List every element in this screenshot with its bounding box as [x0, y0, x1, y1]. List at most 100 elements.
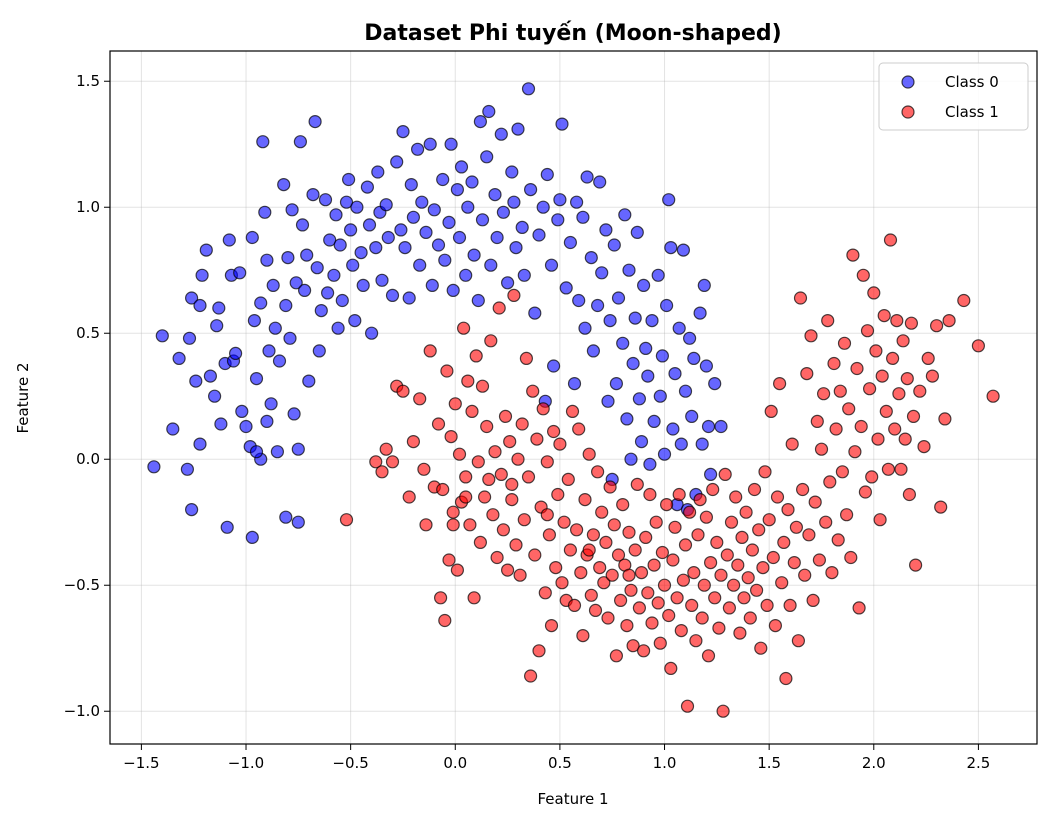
data-point-class-0	[212, 301, 226, 315]
data-point-class-1	[546, 424, 561, 439]
data-point-class-0	[528, 306, 542, 320]
data-point-class-0	[425, 278, 439, 292]
data-point-class-1	[532, 644, 546, 658]
data-point-class-1	[511, 452, 525, 466]
data-point-class-1	[760, 598, 774, 613]
data-point-class-1	[835, 465, 850, 479]
data-point-class-1	[850, 361, 864, 376]
data-point-class-0	[298, 283, 312, 297]
data-point-class-0	[245, 530, 259, 545]
data-point-class-0	[678, 384, 693, 398]
data-point-class-1	[507, 288, 521, 302]
x-tick-label: −0.5	[332, 754, 368, 772]
data-point-class-1	[440, 364, 454, 378]
data-point-class-1	[484, 334, 498, 348]
data-point-class-0	[346, 258, 360, 272]
data-point-class-0	[239, 419, 253, 434]
data-point-class-1	[906, 409, 921, 423]
data-point-class-1	[572, 422, 586, 436]
data-point-class-1	[791, 634, 806, 648]
data-point-class-1	[741, 571, 755, 585]
data-point-class-0	[438, 253, 452, 267]
data-point-class-0	[632, 392, 647, 406]
data-point-class-1	[871, 432, 885, 446]
data-point-class-1	[459, 470, 473, 484]
data-point-class-1	[664, 661, 678, 676]
data-point-class-1	[875, 369, 889, 383]
data-point-class-0	[327, 268, 341, 282]
data-point-class-1	[655, 545, 670, 560]
data-point-class-0	[268, 321, 282, 335]
data-point-class-1	[475, 379, 490, 393]
data-point-class-1	[551, 487, 565, 502]
data-point-class-0	[546, 359, 561, 373]
data-point-class-1	[710, 535, 724, 550]
data-point-class-1	[672, 487, 686, 502]
y-tick-label: −0.5	[64, 576, 100, 594]
data-point-class-0	[517, 268, 531, 282]
data-point-class-0	[475, 213, 490, 227]
data-point-class-0	[674, 437, 688, 451]
data-point-class-1	[881, 462, 896, 476]
data-point-class-1	[369, 455, 383, 469]
data-point-class-0	[450, 183, 464, 197]
data-point-class-0	[185, 503, 199, 517]
data-point-class-1	[682, 505, 697, 519]
data-point-class-1	[806, 593, 820, 608]
data-point-class-0	[402, 291, 416, 305]
data-point-class-0	[607, 238, 621, 252]
data-point-class-0	[396, 125, 410, 139]
data-point-class-1	[827, 356, 841, 371]
data-point-class-1	[448, 397, 462, 411]
data-point-class-1	[756, 560, 770, 575]
data-point-class-0	[657, 447, 672, 461]
data-point-class-0	[643, 457, 657, 471]
data-point-class-0	[645, 314, 659, 328]
data-point-class-1	[921, 351, 935, 365]
data-point-class-1	[691, 528, 705, 542]
data-point-class-1	[879, 404, 893, 418]
data-point-class-1	[957, 293, 971, 308]
data-point-class-0	[365, 326, 379, 340]
data-point-class-1	[446, 518, 460, 532]
data-point-class-1	[783, 598, 797, 613]
data-point-class-0	[578, 321, 592, 335]
data-point-class-1	[643, 487, 657, 502]
data-point-class-1	[478, 490, 492, 504]
data-point-class-1	[877, 309, 891, 323]
data-point-class-1	[689, 634, 703, 648]
data-point-class-1	[549, 560, 563, 575]
data-point-class-0	[199, 243, 213, 257]
data-point-class-0	[331, 321, 345, 335]
data-point-class-1	[630, 477, 644, 491]
data-point-class-1	[521, 470, 536, 484]
data-point-class-1	[523, 669, 538, 683]
data-point-class-0	[473, 114, 487, 129]
data-point-class-1	[465, 404, 479, 418]
data-point-class-1	[609, 649, 624, 663]
data-point-class-0	[603, 314, 617, 328]
data-point-class-0	[348, 314, 362, 328]
data-point-class-1	[620, 618, 634, 633]
data-point-class-0	[563, 235, 578, 250]
x-tick-label: 0.5	[548, 754, 572, 772]
data-point-class-1	[678, 538, 693, 552]
y-tick-label: 1.0	[76, 198, 100, 216]
data-point-class-0	[208, 389, 222, 403]
data-point-class-1	[584, 588, 598, 602]
data-point-class-1	[659, 498, 674, 512]
data-point-class-1	[651, 596, 665, 610]
data-point-class-1	[812, 553, 827, 567]
data-point-class-1	[624, 583, 638, 597]
y-tick-label: 1.5	[76, 72, 100, 90]
data-point-class-1	[626, 639, 640, 653]
data-point-class-1	[557, 515, 571, 529]
data-point-class-1	[747, 482, 762, 497]
data-point-class-0	[314, 304, 328, 318]
data-point-class-1	[800, 367, 814, 381]
data-point-class-1	[434, 591, 448, 605]
data-point-class-1	[816, 387, 831, 401]
data-point-class-0	[342, 172, 356, 187]
data-point-class-1	[695, 611, 709, 625]
data-point-class-1	[802, 528, 816, 542]
